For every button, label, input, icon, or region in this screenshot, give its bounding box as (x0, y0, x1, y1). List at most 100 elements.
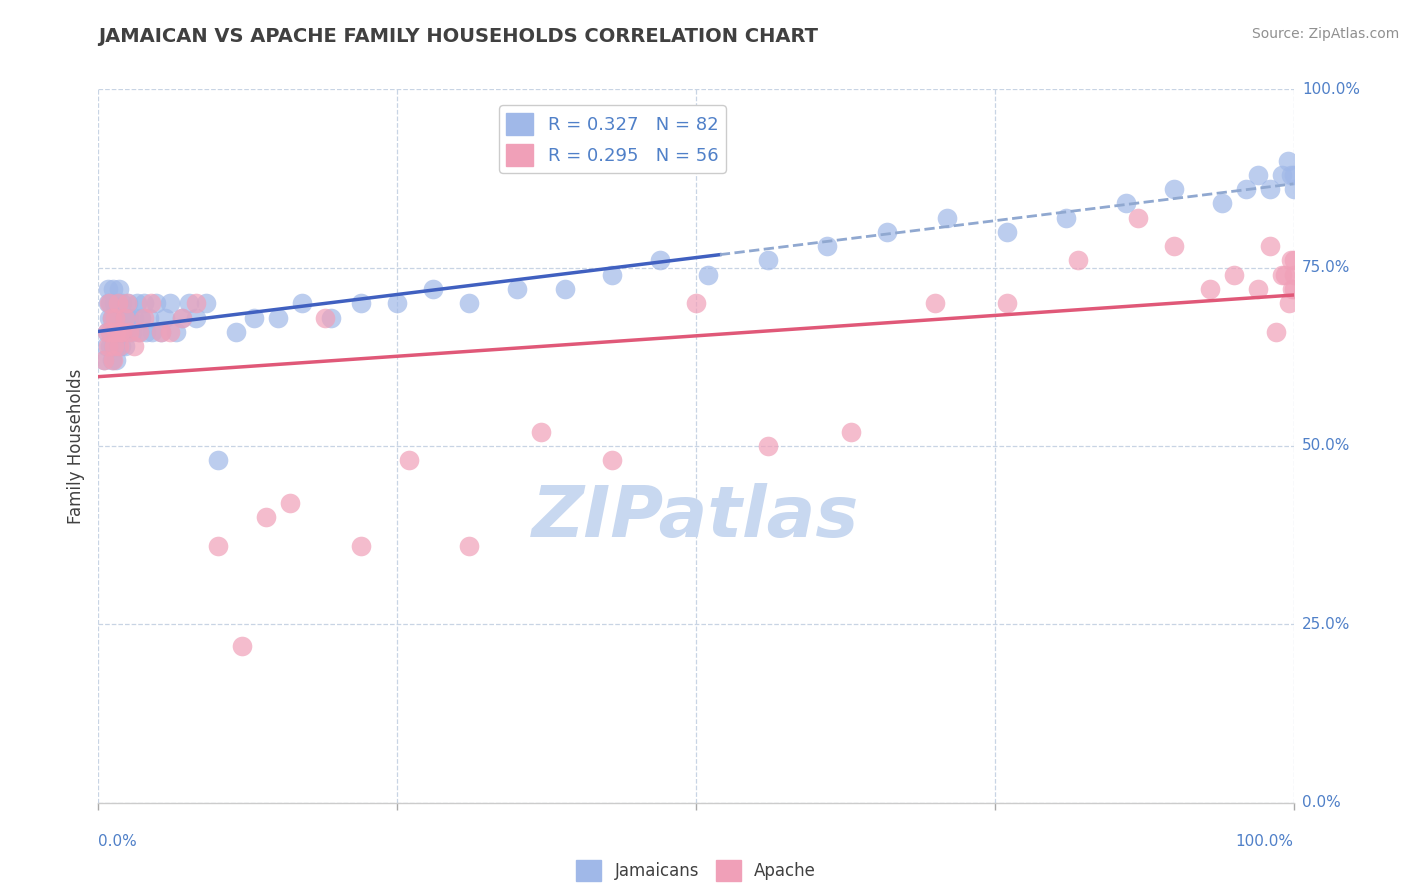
Text: JAMAICAN VS APACHE FAMILY HOUSEHOLDS CORRELATION CHART: JAMAICAN VS APACHE FAMILY HOUSEHOLDS COR… (98, 27, 818, 45)
Point (105, 325, 128, 339)
Point (529, 425, 551, 439)
Point (458, 539, 481, 553)
Point (600, 453, 623, 467)
Point (100, 353, 122, 368)
Point (98, 296, 122, 310)
Point (128, 325, 150, 339)
Point (1054, 211, 1078, 225)
Point (98, 325, 122, 339)
Legend: Jamaicans, Apache: Jamaicans, Apache (569, 854, 823, 888)
Point (112, 325, 135, 339)
Point (111, 325, 134, 339)
Point (1282, 168, 1305, 182)
Point (103, 296, 125, 310)
Point (118, 310, 141, 325)
Point (97, 296, 120, 310)
Text: 50.0%: 50.0% (1302, 439, 1350, 453)
Point (697, 268, 720, 282)
Point (105, 353, 128, 368)
Point (98, 325, 122, 339)
Point (93, 353, 115, 368)
Point (1128, 211, 1150, 225)
Point (98, 310, 121, 325)
Point (98, 339, 122, 353)
Point (995, 225, 1018, 239)
Point (278, 496, 301, 510)
Point (101, 282, 124, 296)
Point (1258, 182, 1281, 196)
Point (114, 339, 136, 353)
Y-axis label: Family Households: Family Households (67, 368, 86, 524)
Point (1222, 268, 1246, 282)
Point (1246, 168, 1268, 182)
Point (186, 296, 208, 310)
Point (1264, 325, 1286, 339)
Point (924, 296, 946, 310)
Point (600, 268, 623, 282)
Point (117, 296, 139, 310)
Point (115, 310, 138, 325)
Point (1246, 282, 1268, 296)
Point (132, 296, 155, 310)
Point (207, 539, 229, 553)
Point (350, 539, 373, 553)
Point (155, 310, 177, 325)
Point (231, 639, 253, 653)
Point (107, 282, 129, 296)
Point (648, 253, 672, 268)
Point (172, 310, 194, 325)
Point (104, 310, 127, 325)
Point (398, 453, 420, 467)
Point (101, 339, 124, 353)
Point (756, 253, 779, 268)
Point (186, 310, 208, 325)
Point (107, 296, 129, 310)
Point (104, 339, 127, 353)
Point (100, 310, 122, 325)
Point (132, 310, 155, 325)
Point (207, 453, 229, 467)
Point (876, 225, 898, 239)
Point (350, 296, 373, 310)
Point (839, 425, 862, 439)
Point (506, 282, 529, 296)
Point (267, 310, 290, 325)
Point (1211, 196, 1233, 211)
Point (1279, 253, 1302, 268)
Text: Source: ZipAtlas.com: Source: ZipAtlas.com (1251, 27, 1399, 41)
Point (1163, 239, 1185, 253)
Point (149, 325, 172, 339)
Point (107, 339, 129, 353)
Point (1271, 268, 1294, 282)
Point (121, 325, 143, 339)
Point (1234, 182, 1257, 196)
Point (815, 239, 838, 253)
Point (107, 339, 129, 353)
Point (107, 310, 129, 325)
Point (422, 282, 444, 296)
Point (194, 296, 217, 310)
Text: 75.0%: 75.0% (1302, 260, 1350, 275)
Point (321, 310, 343, 325)
Point (458, 296, 481, 310)
Point (554, 282, 576, 296)
Point (1282, 282, 1305, 296)
Point (107, 296, 129, 310)
Point (1279, 168, 1302, 182)
Point (254, 510, 277, 524)
Point (159, 296, 181, 310)
Point (935, 211, 957, 225)
Point (118, 325, 141, 339)
Point (1277, 153, 1299, 168)
Point (179, 296, 201, 310)
Point (97, 339, 120, 353)
Point (1281, 282, 1303, 296)
Point (124, 310, 146, 325)
Point (1258, 239, 1281, 253)
Text: 100.0%: 100.0% (1236, 834, 1294, 849)
Point (165, 325, 187, 339)
Text: 0.0%: 0.0% (1302, 796, 1340, 810)
Point (101, 353, 124, 368)
Point (138, 310, 160, 325)
Point (685, 296, 707, 310)
